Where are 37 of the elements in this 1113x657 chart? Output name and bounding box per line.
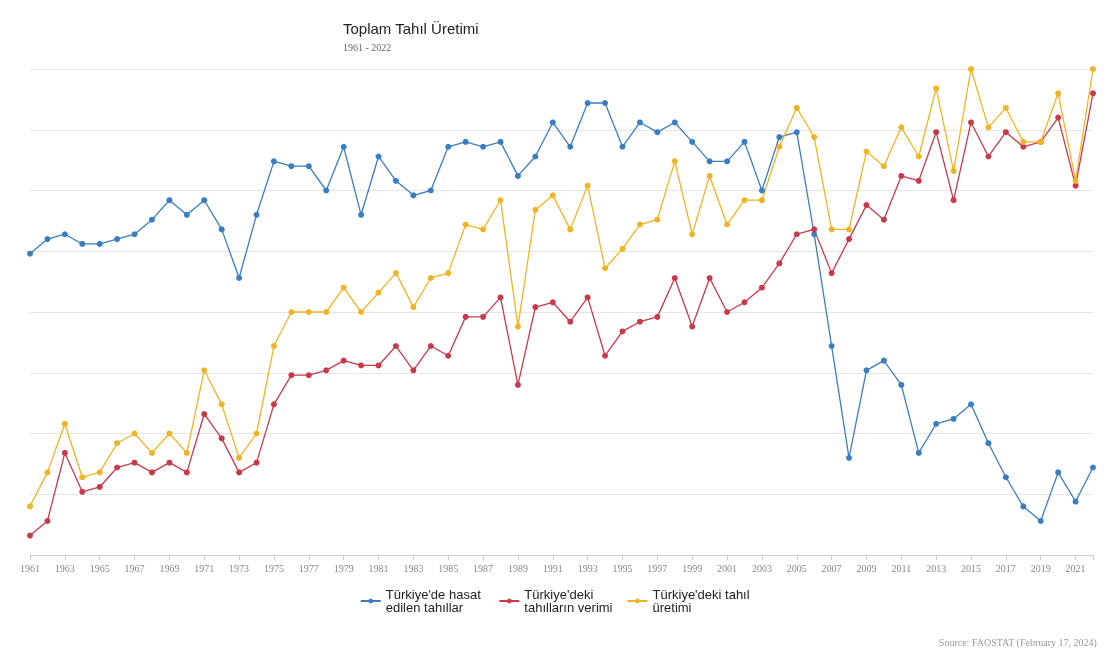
x-tick-label: 1997 xyxy=(647,562,668,574)
x-tick-label: 2017 xyxy=(995,562,1016,574)
chart-title: Toplam Tahıl Üretimi xyxy=(343,20,479,37)
x-tick-label: 1971 xyxy=(194,562,215,574)
chart-subtitle: 1961 - 2022 xyxy=(343,41,392,53)
legend-label: Türkiye'de hasat edilen tahıllar xyxy=(385,587,485,615)
x-tick-label: 2009 xyxy=(856,562,877,574)
x-tick-label: 1979 xyxy=(333,562,354,574)
x-tick-label: 2019 xyxy=(1030,562,1051,574)
x-tick-label: 1983 xyxy=(403,562,424,574)
x-tick-label: 1999 xyxy=(682,562,703,574)
x-tick-label: 1991 xyxy=(542,562,563,574)
source-note: Source: FAOSTAT (February 17, 2024) xyxy=(938,636,1097,649)
x-tick-label: 1993 xyxy=(577,562,598,574)
x-tick-label: 1961 xyxy=(20,562,40,574)
x-tick-label: 1965 xyxy=(89,562,110,574)
x-tick-label: 2007 xyxy=(821,562,842,574)
x-tick-label: 2013 xyxy=(926,562,947,574)
x-tick-label: 1963 xyxy=(54,562,75,574)
x-tick-label: 1975 xyxy=(263,562,284,574)
x-tick-label: 1981 xyxy=(368,562,389,574)
legend-label: Türkiye'deki tahılların verimi xyxy=(524,587,613,615)
x-tick-label: 1977 xyxy=(298,562,319,574)
x-tick-label: 1967 xyxy=(124,562,145,574)
x-tick-label: 1995 xyxy=(612,562,633,574)
x-tick-label: 2011 xyxy=(891,562,912,574)
x-tick-label: 2015 xyxy=(961,562,982,574)
x-tick-label: 2003 xyxy=(751,562,772,574)
x-tick-label: 1985 xyxy=(438,562,459,574)
x-tick-label: 2001 xyxy=(717,562,738,574)
x-tick-label: 2021 xyxy=(1065,562,1086,574)
legend-label: Türkiye'deki tahıl üretimi xyxy=(652,587,754,615)
x-tick-label: 1989 xyxy=(507,562,528,574)
x-tick-label: 1987 xyxy=(473,562,494,574)
x-tick-label: 1973 xyxy=(229,562,250,574)
x-tick-label: 2005 xyxy=(786,562,807,574)
x-tick-label: 1969 xyxy=(159,562,180,574)
